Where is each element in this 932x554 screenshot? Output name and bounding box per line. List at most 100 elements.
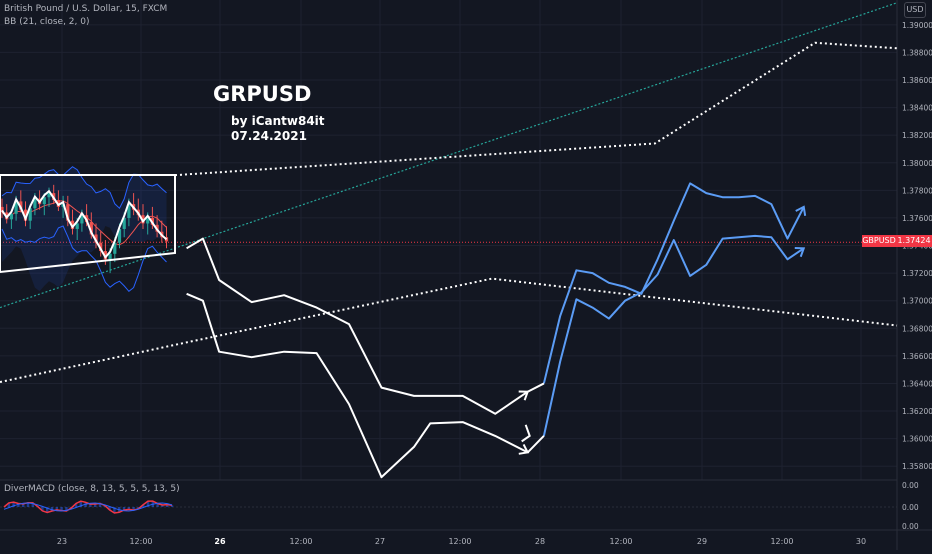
macd-histogram-bar	[79, 501, 82, 507]
x-tick-label: 12:00	[448, 537, 471, 546]
annotation-byline: by iCantw84it 07.24.2021	[231, 114, 325, 144]
candle-body	[122, 217, 126, 229]
macd-tick-label: 0.00	[902, 481, 919, 490]
candle-body	[89, 222, 93, 235]
date-text: 07.24.2021	[231, 129, 307, 143]
candle-body	[19, 201, 23, 210]
macd-histogram-bar	[50, 507, 54, 512]
y-tick-label: 1.38200	[902, 131, 932, 140]
price-label-value: 1.37424	[896, 235, 932, 247]
trendline	[0, 2, 898, 309]
macd-histogram-bar	[166, 504, 169, 507]
macd-tick-label: 0.00	[902, 503, 919, 512]
projection-path	[542, 182, 805, 384]
x-tick-label: 12:00	[770, 537, 793, 546]
x-tick-label: 30	[856, 537, 866, 546]
candle-body	[23, 209, 28, 221]
y-tick-label: 1.35800	[902, 462, 932, 471]
price-trace	[1, 189, 168, 260]
candle-body	[14, 201, 18, 214]
macd-histogram-bar	[170, 505, 174, 507]
candle-body	[146, 217, 150, 224]
macd-histogram-bar	[127, 507, 130, 510]
y-tick-label: 1.36800	[902, 324, 932, 333]
macd-histogram-bar	[74, 503, 78, 507]
macd-tick-label: 0.00	[902, 522, 919, 531]
projection-arrow	[794, 246, 806, 258]
x-tick-label: 12:00	[289, 537, 312, 546]
macd-histogram-bar	[26, 502, 30, 507]
macd-histogram-bar	[89, 504, 92, 507]
x-tick-label: 12:00	[129, 537, 152, 546]
y-tick-label: 1.38800	[902, 48, 932, 57]
macd-histogram-bar	[17, 503, 20, 507]
channel-upper	[174, 41, 898, 177]
y-tick-label: 1.37600	[902, 214, 932, 223]
y-tick-label: 1.36200	[902, 407, 932, 416]
macd-histogram-bar	[22, 503, 25, 507]
y-tick-label: 1.36600	[902, 352, 932, 361]
projection-path	[542, 234, 805, 437]
annotation-title: GRPUSD	[213, 82, 312, 106]
projection-link	[527, 382, 545, 393]
x-tick-label: 28	[535, 537, 545, 546]
macd-histogram-bar	[12, 502, 15, 507]
macd-histogram-bar	[146, 501, 150, 507]
candle-body	[47, 193, 51, 198]
candle-body	[127, 204, 131, 218]
candle-body	[75, 223, 79, 229]
macd-histogram-bar	[142, 504, 145, 507]
macd-histogram-bar	[41, 507, 44, 511]
candle-body	[141, 215, 145, 224]
indicator-header: BB (21, close, 2, 0)	[4, 17, 90, 27]
consolidation-box	[0, 174, 176, 274]
x-tick-label: 29	[697, 537, 707, 546]
y-tick-label: 1.37000	[902, 297, 932, 306]
candle-body	[103, 251, 107, 260]
y-tick-label: 1.36400	[902, 379, 932, 388]
y-tick-label: 1.36000	[902, 435, 932, 444]
y-tick-label: 1.38000	[902, 159, 932, 168]
macd-histogram-bar	[60, 507, 63, 511]
candle-body	[99, 242, 103, 252]
macd-histogram-bar	[113, 507, 116, 513]
candle-body	[113, 242, 117, 254]
y-tick-label: 1.37800	[902, 186, 932, 195]
price-label-symbol: GBPUSD	[862, 235, 896, 247]
channel-lower	[0, 277, 898, 384]
macd-histogram-bar	[46, 507, 49, 513]
macd-histogram-bar	[108, 507, 111, 510]
candle-body	[117, 228, 122, 243]
x-tick-label: 12:00	[609, 537, 632, 546]
x-tick-label: 26	[214, 537, 226, 546]
macd-histogram-bar	[65, 507, 68, 511]
y-tick-label: 1.39000	[902, 21, 932, 30]
candle-body	[70, 220, 75, 229]
y-tick-label: 1.38400	[902, 104, 932, 113]
macd-histogram-bar	[98, 503, 102, 507]
bollinger-lower	[1, 225, 167, 292]
candle-body	[42, 197, 46, 205]
macd-histogram-bar	[31, 502, 34, 507]
x-tick-label: 27	[375, 537, 385, 546]
projection-link	[526, 435, 545, 454]
macd-histogram-bar	[132, 507, 135, 511]
candle-body	[28, 208, 32, 221]
byline-text: by iCantw84it	[231, 114, 325, 128]
projection-arrow	[795, 205, 807, 216]
candle-body	[33, 198, 37, 209]
macd-histogram-bar	[55, 507, 58, 510]
macd-header: DiverMACD (close, 8, 13, 5, 5, 5, 13, 5)	[4, 484, 180, 494]
currency-button[interactable]: USD	[904, 2, 926, 18]
macd-histogram-bar	[156, 503, 159, 507]
price-label: GBPUSD 1.37424	[862, 235, 932, 247]
candle-body	[9, 213, 13, 220]
candle-body	[66, 204, 70, 221]
candle-body	[94, 234, 98, 243]
candle-body	[80, 215, 84, 224]
symbol-header: British Pound / U.S. Dollar, 15, FXCM	[4, 4, 168, 14]
projection-arrow	[521, 424, 531, 443]
macd-histogram-bar	[161, 504, 164, 507]
